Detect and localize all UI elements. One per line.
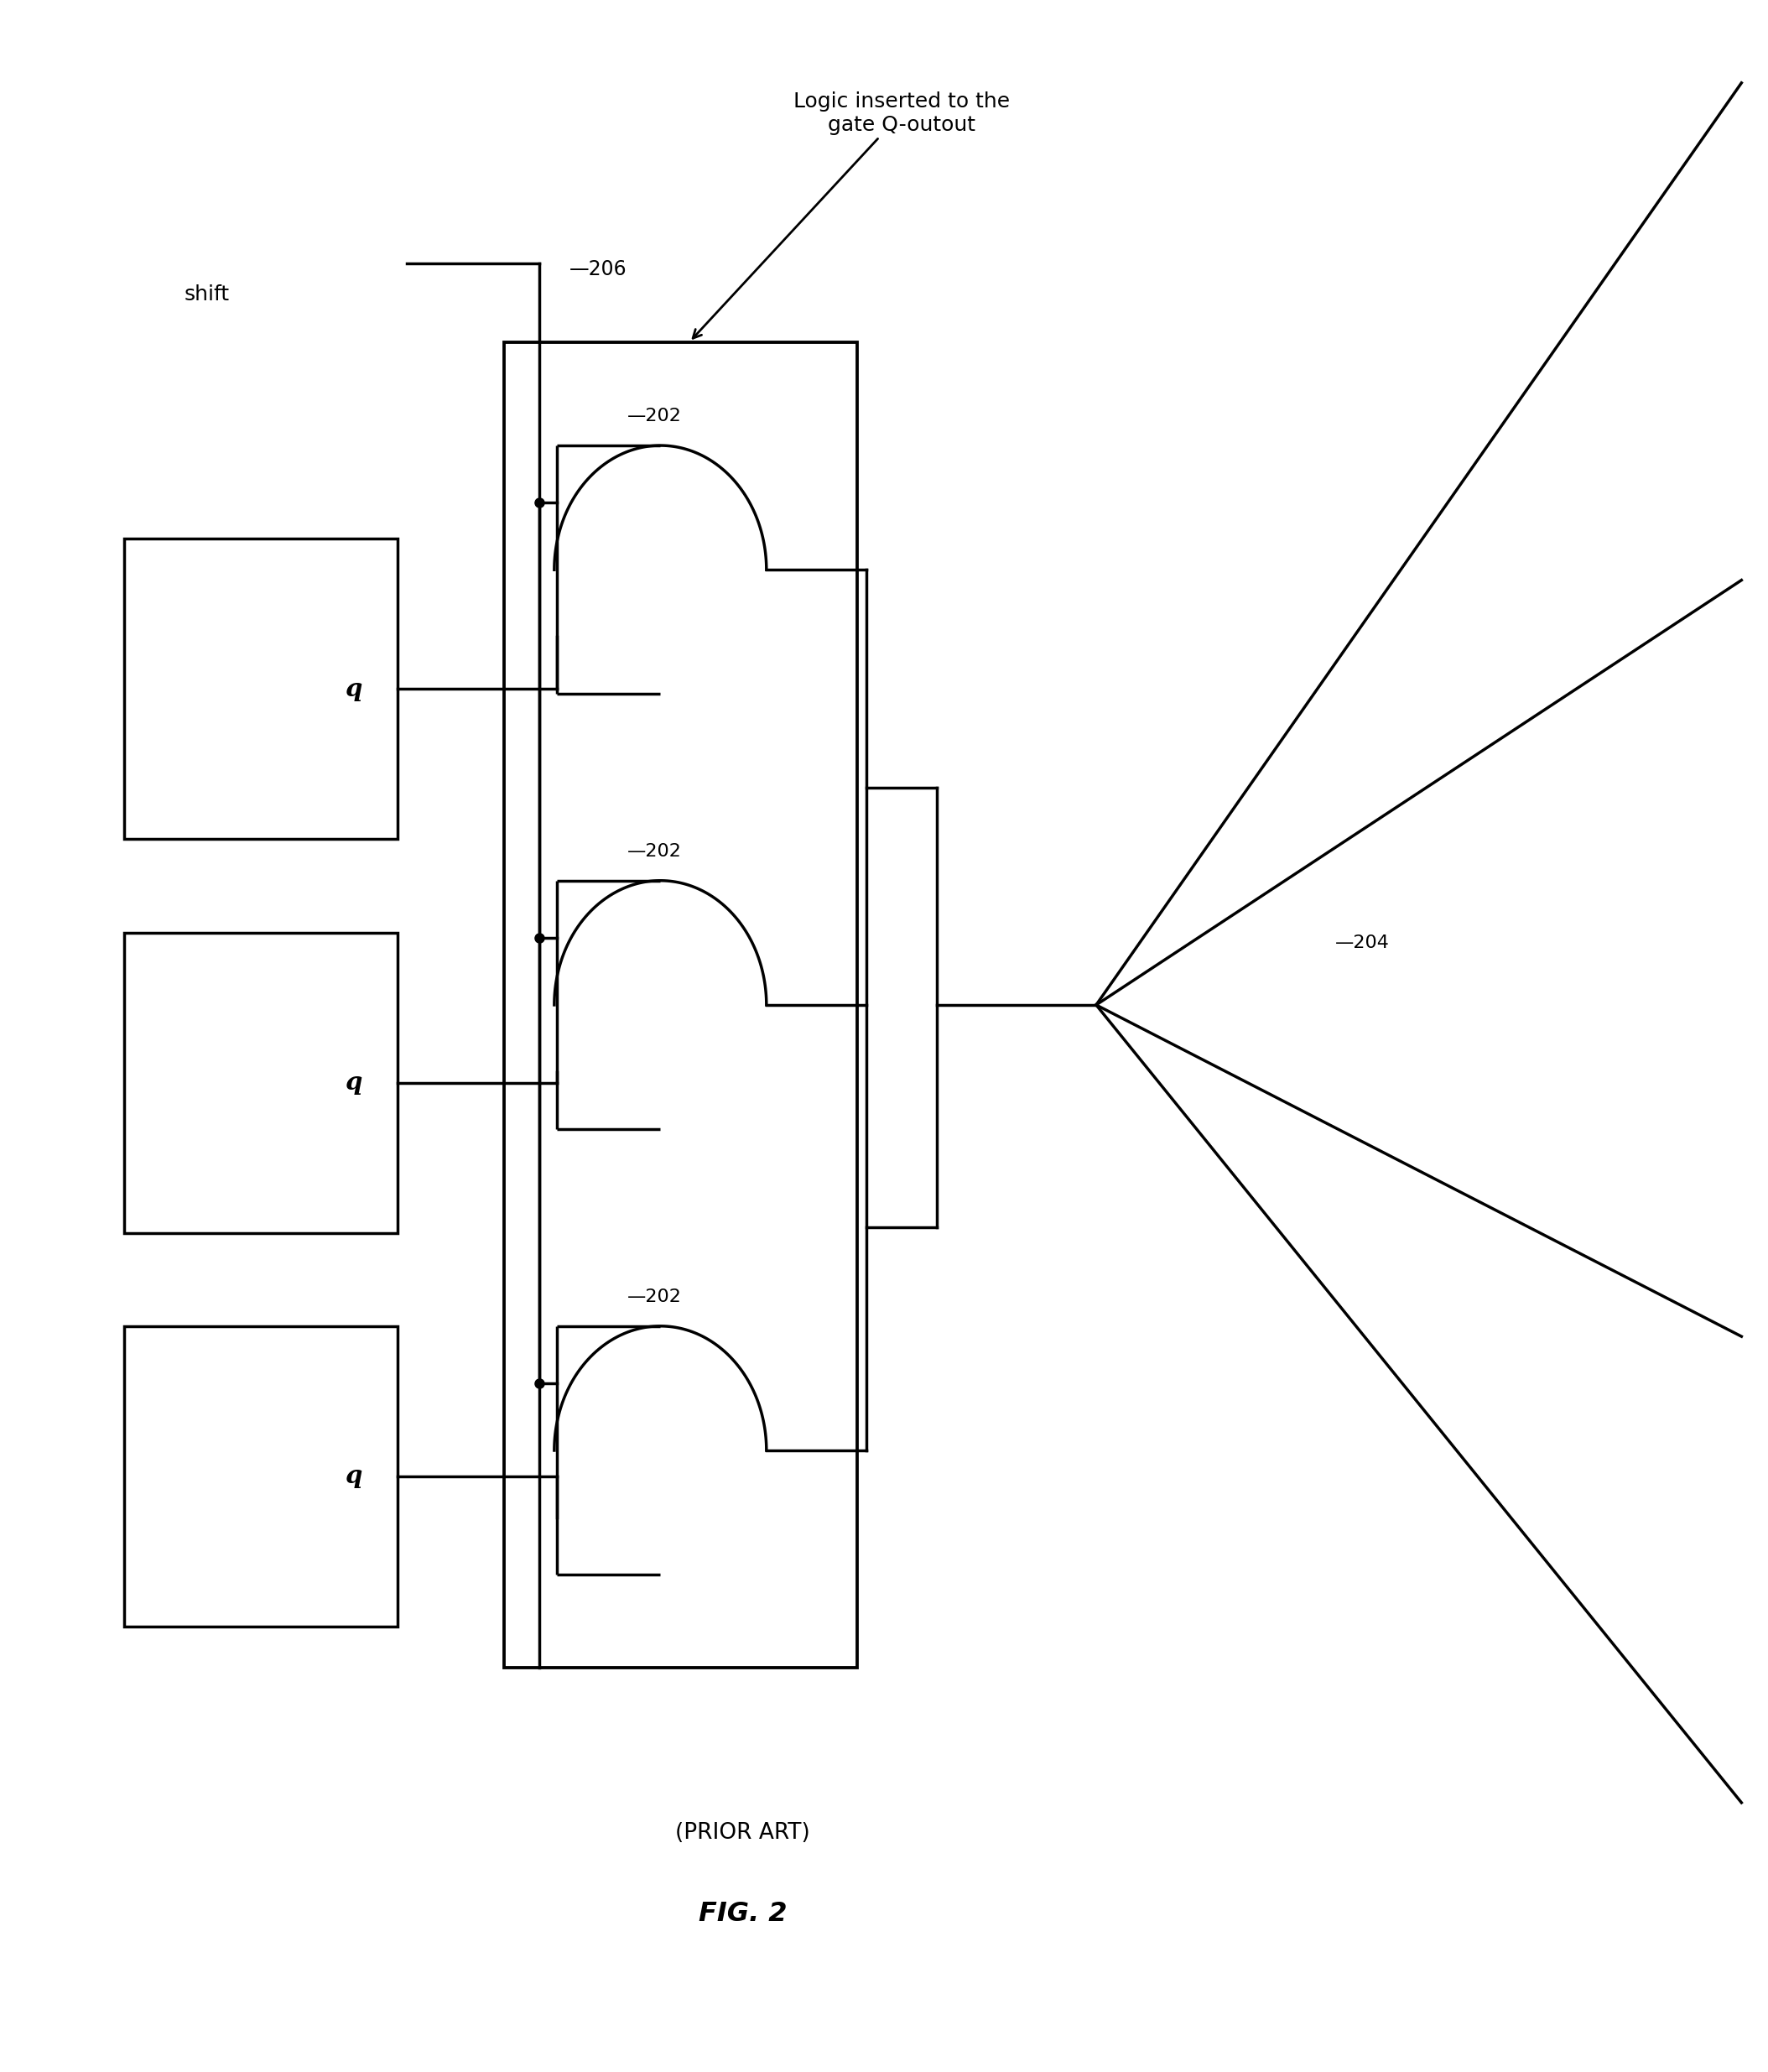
Text: shift: shift — [184, 284, 230, 305]
Text: q: q — [345, 678, 362, 700]
Bar — [124, 932, 398, 1233]
Text: q: q — [345, 1071, 362, 1094]
Bar — [504, 342, 857, 1668]
Text: q: q — [345, 1465, 362, 1488]
Text: —202: —202 — [628, 1289, 682, 1305]
Bar — [124, 1326, 398, 1627]
Bar — [124, 539, 398, 839]
Text: —206: —206 — [569, 259, 628, 280]
Text: —204: —204 — [1335, 934, 1390, 951]
Text: —202: —202 — [628, 843, 682, 860]
Text: —202: —202 — [628, 408, 682, 425]
Text: FIG. 2: FIG. 2 — [698, 1900, 787, 1927]
Text: (PRIOR ART): (PRIOR ART) — [675, 1821, 810, 1844]
Text: Logic inserted to the
gate Q-outout: Logic inserted to the gate Q-outout — [693, 91, 1010, 338]
